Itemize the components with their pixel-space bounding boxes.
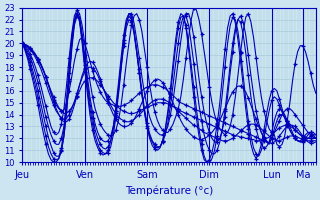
X-axis label: Température (°c): Température (°c) [125, 185, 213, 196]
